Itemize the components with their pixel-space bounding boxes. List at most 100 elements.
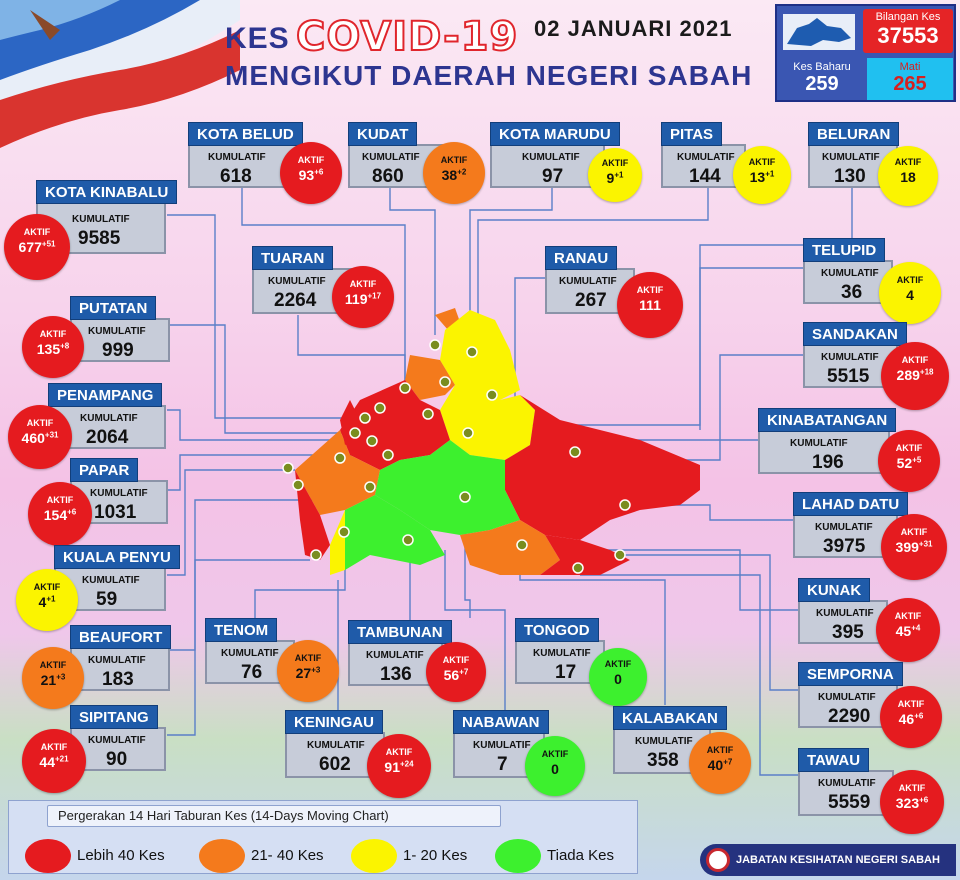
district-name: KOTA MARUDU xyxy=(490,122,620,146)
active-increase: +1 xyxy=(46,594,56,604)
active-badge: AKTIF 52+5 xyxy=(878,430,940,492)
active-label: AKTIF xyxy=(896,275,924,285)
district-name: BELURAN xyxy=(808,122,900,146)
active-value: 45 xyxy=(895,623,912,639)
district-name: RANAU xyxy=(545,246,618,270)
cumulative-label: KUMULATIF xyxy=(268,276,326,287)
active-label: AKTIF xyxy=(900,527,928,537)
active-badge: AKTIF 677+51 xyxy=(4,214,70,280)
district-name: PITAS xyxy=(661,122,723,146)
legend: Pergerakan 14 Hari Taburan Kes (14-Days … xyxy=(8,800,638,874)
page-subtitle: MENGIKUT DAERAH NEGERI SABAH xyxy=(225,60,753,91)
cumulative-label: KUMULATIF xyxy=(473,740,531,751)
cumulative-value: 130 xyxy=(834,166,866,187)
district-name: SEMPORNA xyxy=(798,662,903,686)
total-cases-value: 37553 xyxy=(877,23,939,48)
cumulative-label: KUMULATIF xyxy=(818,692,876,703)
cumulative-label: KUMULATIF xyxy=(815,522,873,533)
active-value: 52 xyxy=(896,455,913,471)
active-value: 21 xyxy=(40,672,57,688)
active-increase: +7 xyxy=(723,757,733,767)
active-badge: AKTIF 119+17 xyxy=(332,266,394,328)
active-label: AKTIF xyxy=(33,582,61,592)
active-value: 44 xyxy=(39,754,55,770)
active-label: AKTIF xyxy=(385,747,413,757)
report-date: 02 JANUARI 2021 xyxy=(534,16,733,41)
cumulative-label: KUMULATIF xyxy=(362,152,420,163)
cumulative-label: KUMULATIF xyxy=(559,276,617,287)
district-name: LAHAD DATU xyxy=(793,492,909,516)
active-increase: +31 xyxy=(918,539,933,549)
cumulative-label: KUMULATIF xyxy=(88,655,146,666)
active-badge: AKTIF 21+3 xyxy=(22,647,84,709)
active-increase: +5 xyxy=(912,455,922,465)
active-increase: +17 xyxy=(367,291,382,301)
active-badge: AKTIF 27+3 xyxy=(277,640,339,702)
cumulative-value: 97 xyxy=(542,166,564,187)
cumulative-label: KUMULATIF xyxy=(818,778,876,789)
active-increase: +7 xyxy=(459,667,469,677)
active-increase: +2 xyxy=(457,167,467,177)
active-value: 13 xyxy=(749,169,766,185)
district-name: KINABATANGAN xyxy=(758,408,897,432)
active-badge: AKTIF 289+18 xyxy=(881,342,949,410)
title-kes: KES xyxy=(225,22,290,55)
active-increase: +3 xyxy=(56,672,66,682)
cumulative-label: KUMULATIF xyxy=(366,650,424,661)
active-increase: +6 xyxy=(67,507,77,517)
sabah-flag xyxy=(0,0,240,150)
active-value: 154 xyxy=(43,507,68,523)
cumulative-label: KUMULATIF xyxy=(307,740,365,751)
stats-panel: Bilangan Kes 37553 Kes Baharu 259 Mati 2… xyxy=(775,4,956,102)
cumulative-label: KUMULATIF xyxy=(522,152,580,163)
active-value: 38 xyxy=(441,167,458,183)
legend-title: Pergerakan 14 Hari Taburan Kes (14-Days … xyxy=(47,805,501,827)
cumulative-value: 5559 xyxy=(828,792,871,813)
district-name: SIPITANG xyxy=(70,705,158,729)
district-name: KUDAT xyxy=(348,122,418,146)
cumulative-label: KUMULATIF xyxy=(821,268,879,279)
district-name: PUTATAN xyxy=(70,296,157,320)
active-label: AKTIF xyxy=(897,699,925,709)
cumulative-label: KUMULATIF xyxy=(677,152,735,163)
cumulative-value: 602 xyxy=(319,754,351,775)
cumulative-value: 7 xyxy=(497,754,508,775)
cumulative-value: 2290 xyxy=(828,706,871,727)
district-name: SANDAKAN xyxy=(803,322,907,346)
deaths-label: Mati xyxy=(899,61,921,73)
active-badge: AKTIF 18 xyxy=(878,146,938,206)
district-name: TAWAU xyxy=(798,748,870,772)
total-cases: Bilangan Kes 37553 xyxy=(863,9,953,53)
cumulative-value: 17 xyxy=(555,662,577,683)
district-markers xyxy=(282,339,631,574)
agency-logo-icon xyxy=(706,848,730,872)
new-cases: Kes Baharu 259 xyxy=(781,58,863,100)
active-label: AKTIF xyxy=(894,611,922,621)
active-badge: AKTIF 13+1 xyxy=(733,146,791,204)
active-value: 4 xyxy=(38,594,47,610)
active-value: 0 xyxy=(614,671,622,687)
cumulative-value: 2064 xyxy=(86,427,129,448)
active-badge: AKTIF 4 xyxy=(879,262,941,324)
active-increase: +1 xyxy=(614,170,624,180)
active-badge: AKTIF 38+2 xyxy=(423,142,485,204)
active-badge: AKTIF 135+8 xyxy=(22,316,84,378)
active-label: AKTIF xyxy=(294,653,322,663)
connector-lines xyxy=(167,188,853,776)
active-badge: AKTIF 40+7 xyxy=(689,732,751,794)
active-value: 46 xyxy=(898,711,915,727)
agency-banner: JABATAN KESIHATAN NEGERI SABAH xyxy=(700,844,956,876)
active-label: AKTIF xyxy=(901,355,929,365)
legend-swatch xyxy=(495,839,541,873)
active-value: 323 xyxy=(895,795,920,811)
cumulative-value: 59 xyxy=(96,589,118,610)
legend-swatch xyxy=(25,839,71,873)
cumulative-value: 76 xyxy=(241,662,263,683)
active-increase: +6 xyxy=(919,795,929,805)
active-label: AKTIF xyxy=(23,227,51,237)
active-increase: +6 xyxy=(914,711,924,721)
active-increase: +4 xyxy=(911,623,921,633)
cumulative-label: KUMULATIF xyxy=(88,326,146,337)
title-covid: COVID-19 xyxy=(295,13,519,61)
cumulative-label: KUMULATIF xyxy=(533,648,591,659)
